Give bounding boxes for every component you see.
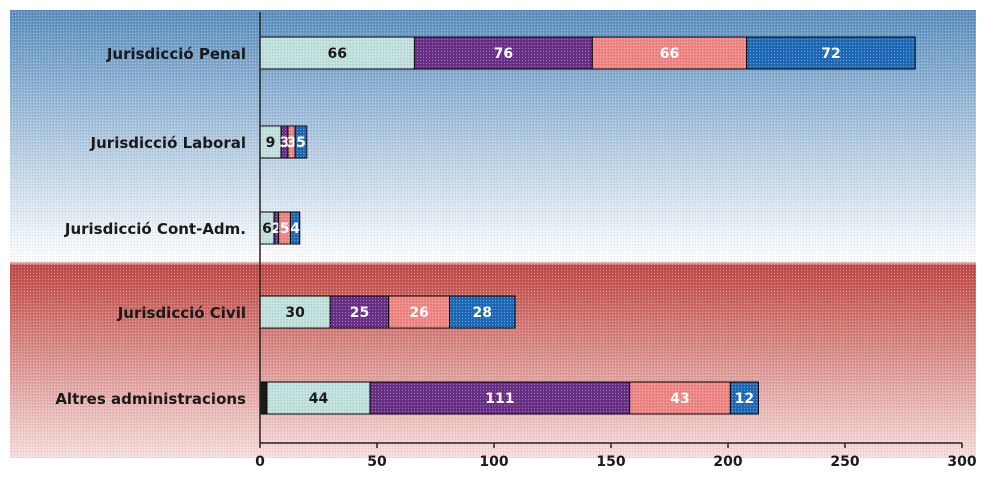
data-label-2-3: 3	[287, 135, 297, 151]
data-label-5-1: 44	[309, 391, 329, 407]
data-label-5-2: 111	[485, 391, 514, 407]
bar-segment-texture-2-3	[288, 126, 296, 158]
x-tick-label-1: 0	[255, 454, 265, 470]
bar-segment-texture-1-3	[592, 37, 747, 69]
bar-segment-texture-4-2	[330, 296, 389, 328]
data-label-2-2: 3	[280, 135, 290, 151]
x-tick-label-2: 50	[367, 454, 387, 470]
bar-segment-texture-1-1	[260, 37, 415, 69]
x-tick-label-4: 150	[596, 454, 625, 470]
data-label-5-4: 12	[735, 391, 754, 407]
bar-segment-texture-5-4	[730, 382, 759, 414]
bar-segment-texture-4-4	[449, 296, 516, 328]
bar-leading-segment-5	[259, 381, 268, 415]
data-label-4-3: 26	[409, 305, 428, 321]
bar-segment-texture-3-3	[278, 212, 291, 244]
category-label-2: Jurisdicció Laboral	[90, 134, 246, 152]
bar-segment-texture-5-3	[629, 382, 731, 414]
data-label-1-1: 66	[327, 46, 346, 62]
bar-segment-texture-5-1	[267, 382, 370, 414]
data-label-3-3: 5	[280, 221, 290, 237]
bar-segment-texture-3-1	[260, 212, 275, 244]
bar-segment-texture-3-4	[290, 212, 300, 244]
data-label-2-1: 9	[266, 135, 276, 151]
category-label-4: Jurisdicció Civil	[117, 304, 246, 322]
category-label-5: Altres administracions	[55, 390, 246, 408]
data-label-3-1: 6	[262, 221, 272, 237]
data-label-4-1: 30	[285, 305, 305, 321]
data-label-5-3: 43	[670, 391, 689, 407]
bar-segment-texture-5-2	[369, 382, 630, 414]
data-label-3-2: 2	[272, 221, 282, 237]
data-label-3-4: 4	[290, 221, 300, 237]
data-label-1-3: 66	[660, 46, 679, 62]
x-ticks-layer: 0 50 100 150 200 250 300	[255, 443, 977, 470]
bar-segment-texture-2-2	[281, 126, 289, 158]
data-label-1-4: 72	[821, 46, 840, 62]
data-label-1-2: 76	[494, 46, 513, 62]
bar-segment-texture-2-4	[295, 126, 307, 158]
bar-segment-texture-4-1	[260, 296, 331, 328]
x-tick-label-7: 300	[947, 454, 976, 470]
x-tick-label-6: 250	[830, 454, 859, 470]
bar-segment-texture-1-4	[746, 37, 916, 69]
bar-segment-texture-2-1	[260, 126, 282, 158]
category-label-3: Jurisdicció Cont-Adm.	[64, 220, 246, 238]
x-tick-label-5: 200	[713, 454, 742, 470]
category-labels-layer: Jurisdicció Penal Jurisdicció Laboral Juri…	[55, 45, 246, 408]
x-tick-label-3: 100	[479, 454, 508, 470]
data-label-4-4: 28	[473, 305, 492, 321]
data-label-4-2: 25	[350, 305, 369, 321]
bar-segment-texture-1-2	[414, 37, 593, 69]
data-label-2-4: 5	[296, 135, 306, 151]
category-label-1: Jurisdicció Penal	[106, 45, 246, 63]
bar-segment-texture-3-2	[274, 212, 279, 244]
bar-segment-texture-4-3	[388, 296, 450, 328]
